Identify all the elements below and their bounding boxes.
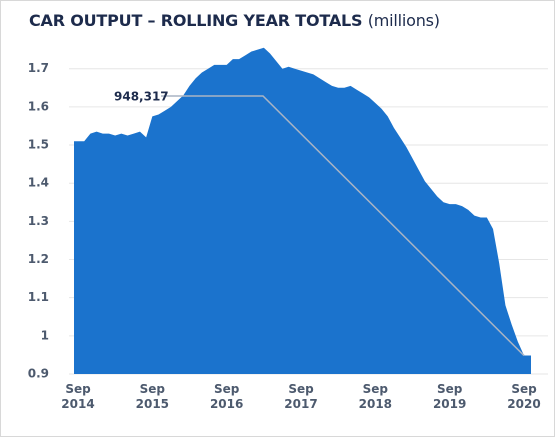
y-tick-label: 1.1: [28, 290, 49, 304]
y-tick-label: 1.3: [28, 214, 49, 228]
x-tick-label: Sep 2018: [358, 382, 393, 411]
chart-subtitle: (millions): [367, 11, 440, 30]
y-tick-label: 1.6: [28, 99, 49, 113]
x-tick-label: Sep 2020: [507, 382, 541, 411]
chart-title: CAR OUTPUT – ROLLING YEAR TOTALS: [29, 11, 363, 30]
y-tick-label: 0.9: [28, 367, 49, 381]
x-tick-label: Sep 2016: [209, 382, 244, 411]
y-tick-label: 1: [41, 328, 49, 342]
data-label: 948,317: [114, 90, 169, 104]
x-tick-label: Sep 2019: [432, 382, 467, 411]
chart-title-block: CAR OUTPUT – ROLLING YEAR TOTALS (millio…: [29, 11, 440, 30]
y-tick-label: 1.7: [28, 61, 49, 75]
x-tick-label: Sep 2017: [284, 382, 318, 411]
leader-line: [161, 95, 525, 357]
area: [74, 47, 531, 375]
x-tick-label: Sep 2015: [135, 382, 170, 411]
y-tick-label: 1.2: [28, 252, 49, 266]
y-tick-label: 1.4: [28, 176, 49, 190]
y-tick-label: 1.5: [28, 138, 49, 152]
x-tick-label: Sep 2014: [61, 382, 95, 411]
